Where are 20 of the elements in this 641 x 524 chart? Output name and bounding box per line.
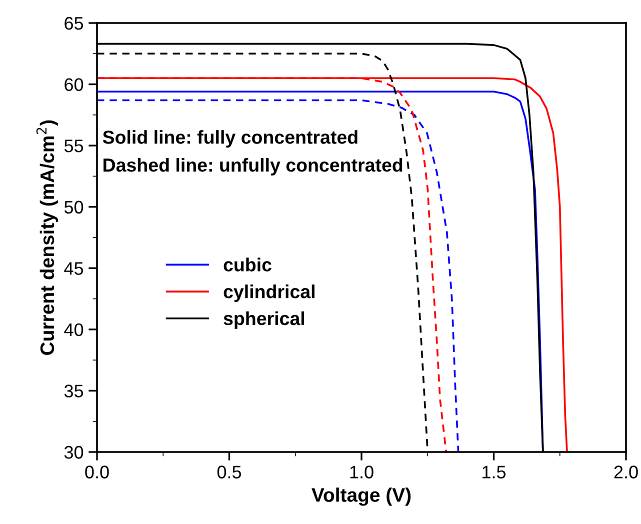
x-tick-label: 0.0 — [85, 466, 109, 478]
x-tick-label: 1.5 — [482, 466, 506, 478]
y-tick-label: 60 — [64, 78, 84, 92]
annotation: Solid line: fully concentrated — [102, 130, 358, 148]
y-tick-label: 50 — [64, 200, 84, 214]
y-tick-label: 55 — [64, 140, 84, 152]
y-tick-label: 30 — [64, 446, 84, 459]
x-tick-label: 2.0 — [614, 466, 638, 478]
y-tick-label: 65 — [64, 16, 84, 30]
y-tick-label: 45 — [64, 262, 84, 275]
legend-label: cubic — [224, 258, 272, 272]
y-axis-title: Current density (mA/cm$^{2}$) — [36, 120, 58, 355]
y-tick-label: 35 — [64, 384, 84, 398]
x-tick-label: 1.0 — [350, 466, 374, 478]
y-tick-label: 40 — [64, 323, 84, 336]
legend-label: spherical — [224, 311, 304, 329]
legend-label: cylindrical — [224, 284, 314, 302]
annotation: Dashed line: unfully concentrated — [104, 158, 402, 176]
x-tick-label: 0.5 — [217, 466, 242, 478]
x-axis-title: Voltage (V) — [312, 488, 411, 506]
